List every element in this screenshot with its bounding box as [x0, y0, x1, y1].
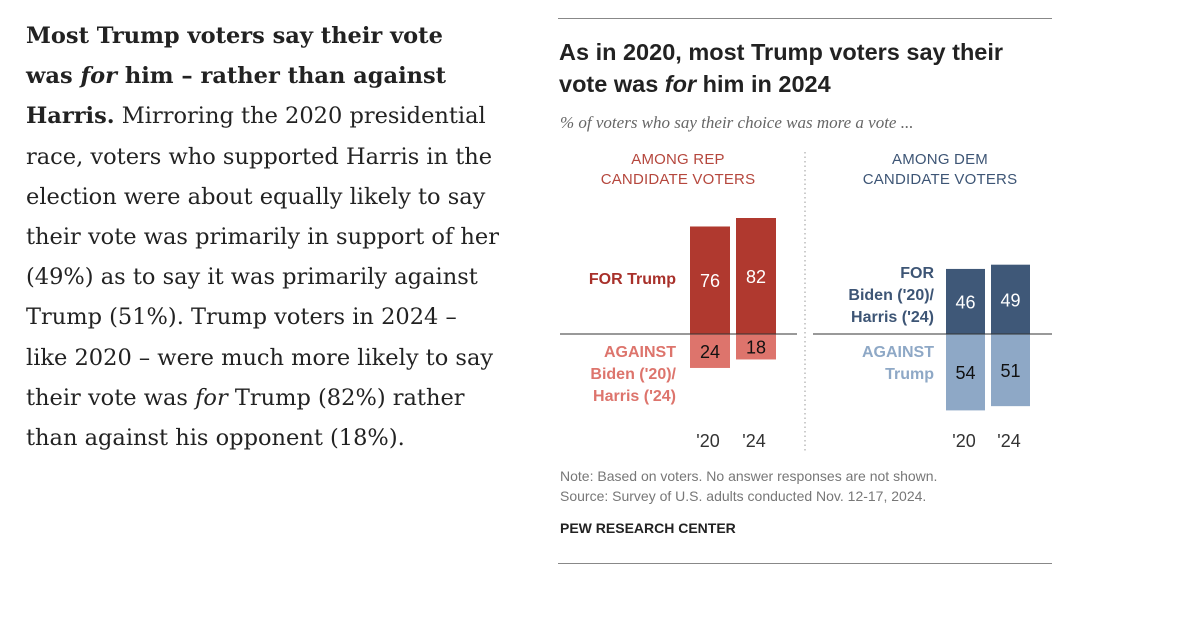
chart-subtitle: % of voters who say their choice was mor…	[560, 113, 914, 132]
text-segment: their vote was primarily in support of h…	[26, 224, 499, 251]
for-label-line: FOR	[900, 265, 934, 282]
paragraph-line: was for him – rather than against	[26, 56, 526, 96]
text-segment: Mirroring the 2020 presidential	[114, 103, 486, 130]
bar-for-label: 46	[955, 292, 975, 312]
for-label-line: Biden ('20)/	[848, 287, 934, 304]
bar-for-label: 49	[1000, 290, 1020, 310]
against-label-line: Biden ('20)/	[590, 366, 676, 383]
chart-note: Note: Based on voters. No answer respons…	[560, 468, 938, 484]
x-tick-label: '20	[952, 431, 975, 451]
bar-for-label: 76	[700, 271, 720, 291]
text-segment: Most Trump voters say their vote	[26, 23, 443, 49]
against-label: AGAINST Trump	[774, 342, 934, 386]
paragraph-line: (49%) as to say it was primarily against	[26, 257, 526, 297]
against-label: AGAINST Biden ('20)/ Harris ('24)	[516, 342, 676, 408]
bar-for	[690, 226, 730, 334]
against-label-line: AGAINST	[604, 344, 676, 361]
text-segment: Trump (82%) rather	[227, 384, 465, 411]
paragraph-line: Trump (51%). Trump voters in 2024 –	[26, 297, 526, 337]
paragraph-line: Most Trump voters say their vote	[26, 16, 526, 56]
paragraph-line: their vote was primarily in support of h…	[26, 217, 526, 257]
text-segment: him – rather than against	[117, 63, 447, 90]
text-segment: was	[26, 63, 81, 90]
chart-source: Source: Survey of U.S. adults conducted …	[560, 488, 927, 504]
panel-header-line: CANDIDATE VOTERS	[600, 171, 756, 188]
panel-header: AMONG DEM CANDIDATE VOTERS	[830, 150, 1050, 190]
bar-against-label: 51	[1000, 361, 1020, 381]
top-rule	[558, 18, 1052, 19]
title-line-2-end: him in 2024	[696, 71, 831, 97]
panel-header-line: CANDIDATE VOTERS	[862, 171, 1018, 188]
paragraph-line: than against his opponent (18%).	[26, 418, 526, 458]
title-line-2: vote was	[559, 71, 665, 97]
bar-against	[991, 334, 1030, 407]
bottom-rule	[558, 563, 1052, 564]
panel-header-line: AMONG DEM	[892, 151, 988, 168]
text-segment: than against his opponent (18%).	[26, 425, 405, 452]
article-paragraph: Most Trump voters say their vote was for …	[26, 16, 526, 458]
x-tick-label: '24	[997, 431, 1020, 451]
bar-for	[991, 264, 1030, 334]
title-line-1: As in 2020, most Trump voters say their	[559, 39, 1004, 65]
paragraph-line: race, voters who supported Harris in the	[26, 137, 526, 177]
x-tick-label: '24	[742, 431, 765, 451]
bar-against-label: 18	[746, 338, 766, 358]
bar-against	[690, 334, 730, 368]
panel-header: AMONG REP CANDIDATE VOTERS	[568, 150, 788, 190]
text-segment: race, voters who supported Harris in the	[26, 143, 493, 170]
text-segment: Trump (51%). Trump voters in 2024 –	[26, 304, 457, 331]
paragraph-line: election were about equally likely to sa…	[26, 177, 526, 217]
paragraph-line: like 2020 – were much more likely to say	[26, 338, 526, 378]
paragraph-line: Harris. Mirroring the 2020 presidential	[26, 96, 526, 136]
for-label: FOR Trump	[516, 269, 676, 291]
against-label-line: AGAINST	[862, 344, 934, 361]
paragraph-line: their vote was for Trump (82%) rather	[26, 378, 526, 418]
text-segment: like 2020 – were much more likely to say	[26, 344, 494, 371]
for-label-line: FOR Trump	[588, 271, 676, 288]
text-segment: election were about equally likely to sa…	[26, 183, 486, 210]
x-tick-label: '20	[696, 431, 719, 451]
text-segment: for	[195, 384, 228, 411]
panel-header-line: AMONG REP	[631, 151, 725, 168]
bar-for	[946, 268, 985, 334]
against-label-line: Harris ('24)	[593, 388, 676, 405]
chart-title: As in 2020, most Trump voters say their …	[559, 36, 1003, 100]
text-segment: Harris.	[26, 103, 115, 130]
text-segment: (49%) as to say it was primarily against	[26, 264, 478, 291]
title-italic: for	[664, 71, 697, 97]
for-label: FOR Biden ('20)/ Harris ('24)	[774, 263, 934, 329]
text-segment: for	[80, 63, 117, 90]
for-label-line: Harris ('24)	[851, 309, 934, 326]
bar-for	[736, 218, 776, 334]
bar-against-label: 54	[955, 363, 975, 383]
bar-against	[946, 334, 985, 411]
bar-for-label: 82	[746, 267, 766, 287]
bar-against	[736, 334, 776, 360]
against-label-line: Trump	[885, 366, 934, 383]
pew-credit: PEW RESEARCH CENTER	[560, 520, 736, 536]
bar-against-label: 24	[700, 342, 720, 362]
text-segment: their vote was	[26, 384, 196, 411]
